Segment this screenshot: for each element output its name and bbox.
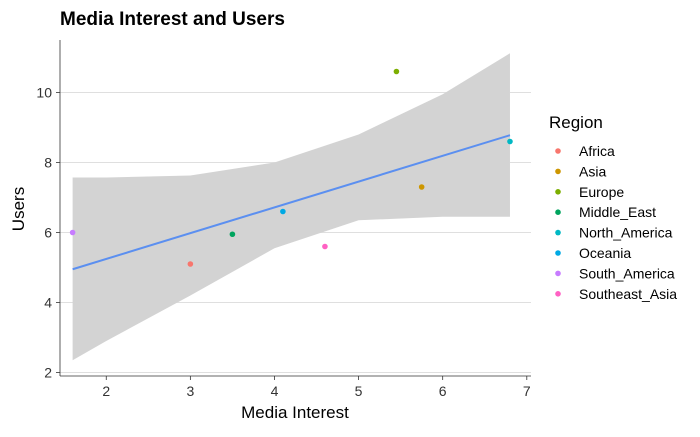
data-point (187, 261, 194, 267)
legend-label: South_America (579, 265, 675, 281)
y-tick-label: 8 (44, 155, 52, 171)
y-tick-label: 10 (36, 85, 52, 101)
legend-key (555, 148, 561, 154)
data-point (418, 184, 425, 190)
y-tick-label: 4 (44, 295, 52, 311)
data-point (322, 243, 328, 250)
legend-title: Region (549, 113, 603, 132)
data-point (229, 231, 236, 238)
data-point (507, 138, 513, 145)
legend-label: Southeast_Asia (579, 286, 677, 302)
x-tick-label: 7 (523, 383, 531, 399)
y-axis-title: Users (9, 187, 28, 231)
x-tick-label: 6 (439, 383, 447, 399)
confidence-band (72, 53, 510, 361)
plot-area: 2 3 4 5 6 7 2 4 6 8 10 (36, 40, 531, 399)
y-tick-label: 2 (44, 365, 52, 381)
legend-key (555, 189, 561, 195)
data-point (393, 68, 400, 75)
legend-key (555, 250, 561, 256)
x-tick-label: 3 (186, 383, 194, 399)
x-axis-title: Media Interest (241, 403, 349, 422)
legend-key (555, 168, 561, 175)
trend-line (72, 134, 511, 271)
legend-key (555, 270, 561, 277)
data-point (69, 229, 76, 236)
legend-label: Europe (579, 184, 624, 200)
legend-label: North_America (579, 225, 673, 241)
legend-label: Middle_East (579, 204, 656, 220)
chart-title: Media Interest and Users (60, 9, 285, 30)
legend-key (555, 229, 561, 236)
data-point (280, 208, 286, 215)
legend-label: Asia (579, 163, 606, 179)
legend-label: Oceania (579, 245, 631, 261)
legend-key (555, 209, 561, 215)
x-tick-label: 2 (102, 383, 110, 399)
x-tick-label: 4 (271, 383, 279, 399)
legend-key (555, 291, 561, 297)
legend-label: Africa (579, 143, 615, 159)
legend: Africa Asia Europe Middle_East North_America… (555, 143, 677, 302)
y-tick-label: 6 (44, 225, 52, 241)
x-tick-label: 5 (355, 383, 363, 399)
